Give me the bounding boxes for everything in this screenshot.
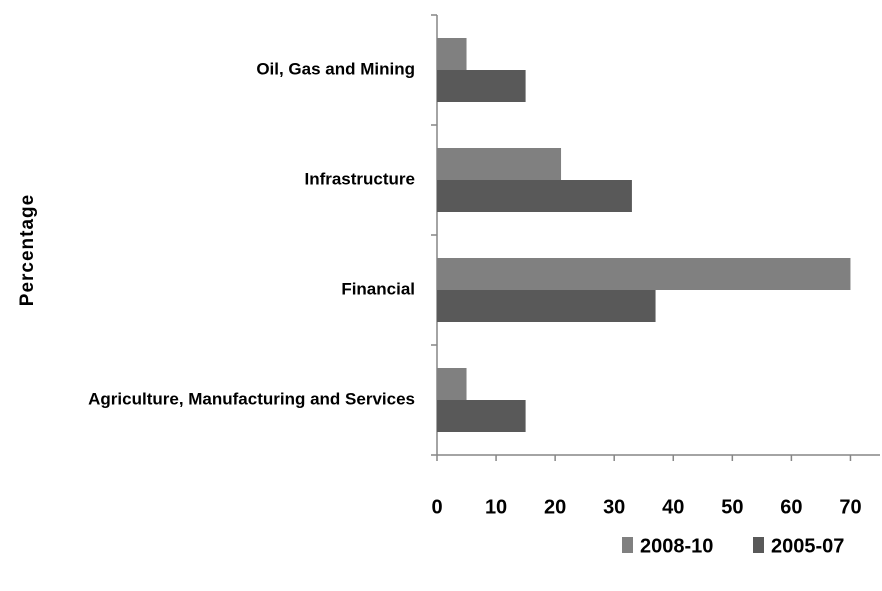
bar [437,258,851,290]
x-tick-label: 40 [662,496,684,518]
y-tick-label: Financial [341,279,415,298]
x-tick-label: 0 [431,496,442,518]
y-tick-label: Infrastructure [304,169,415,188]
x-tick-label: 10 [485,496,507,518]
x-tick-label: 50 [721,496,743,518]
bar [437,400,526,432]
x-tick-label: 30 [603,496,625,518]
bar [437,70,526,102]
bar [437,38,467,70]
bar [437,148,562,180]
bar [437,368,467,400]
legend-swatch [753,537,764,553]
x-tick-label: 70 [839,496,861,518]
y-tick-label: Agriculture, Manufacturing and Services [88,389,415,408]
x-tick-label: 60 [780,496,802,518]
bar [437,180,632,212]
x-tick-label: 20 [544,496,566,518]
bar [437,290,656,322]
legend-label: 2005-07 [771,535,844,557]
legend-label: 2008-10 [640,535,713,557]
legend-swatch [622,537,633,553]
y-tick-label: Oil, Gas and Mining [256,59,415,78]
y-axis-label: Percentage [17,194,38,306]
